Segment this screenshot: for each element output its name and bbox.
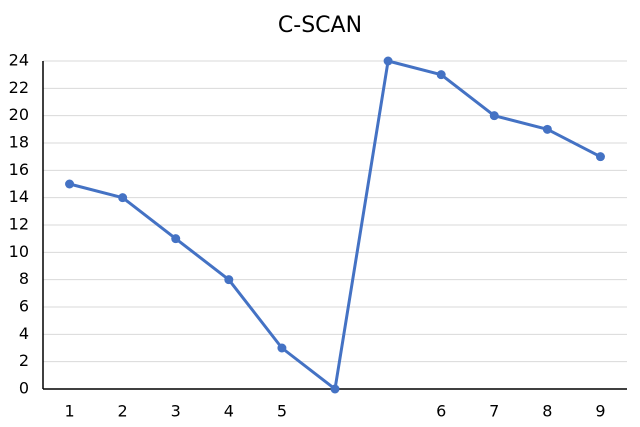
x-tick-label: 7 <box>489 402 499 421</box>
x-tick-label: 5 <box>277 402 287 421</box>
data-point <box>595 152 605 162</box>
data-point <box>118 193 128 203</box>
y-tick-label: 4 <box>19 324 29 343</box>
x-tick-label: 3 <box>171 402 181 421</box>
y-tick-label: 22 <box>9 78 29 97</box>
data-point <box>171 234 181 244</box>
y-tick-label: 10 <box>9 242 29 261</box>
y-tick-label: 0 <box>19 379 29 398</box>
data-point <box>489 111 499 121</box>
x-tick-label: 6 <box>436 402 446 421</box>
data-point <box>383 56 393 66</box>
y-tick-label: 16 <box>9 160 29 179</box>
chart-title: C-SCAN <box>278 13 362 38</box>
data-point <box>224 275 234 285</box>
y-tick-label: 12 <box>9 215 29 234</box>
data-point <box>330 384 340 394</box>
x-tick-label: 9 <box>595 402 605 421</box>
y-tick-label: 6 <box>19 297 29 316</box>
x-tick-label: 8 <box>542 402 552 421</box>
y-tick-label: 8 <box>19 269 29 288</box>
data-point <box>542 124 552 134</box>
data-point <box>436 70 446 80</box>
data-point <box>65 179 75 189</box>
x-tick-label: 2 <box>118 402 128 421</box>
x-tick-label: 1 <box>64 402 74 421</box>
data-point <box>277 343 287 353</box>
y-tick-label: 20 <box>9 105 29 124</box>
y-tick-label: 24 <box>9 51 29 70</box>
x-tick-label: 4 <box>224 402 234 421</box>
y-tick-label: 18 <box>9 133 29 152</box>
y-tick-label: 2 <box>19 351 29 370</box>
y-tick-label: 14 <box>9 187 29 206</box>
